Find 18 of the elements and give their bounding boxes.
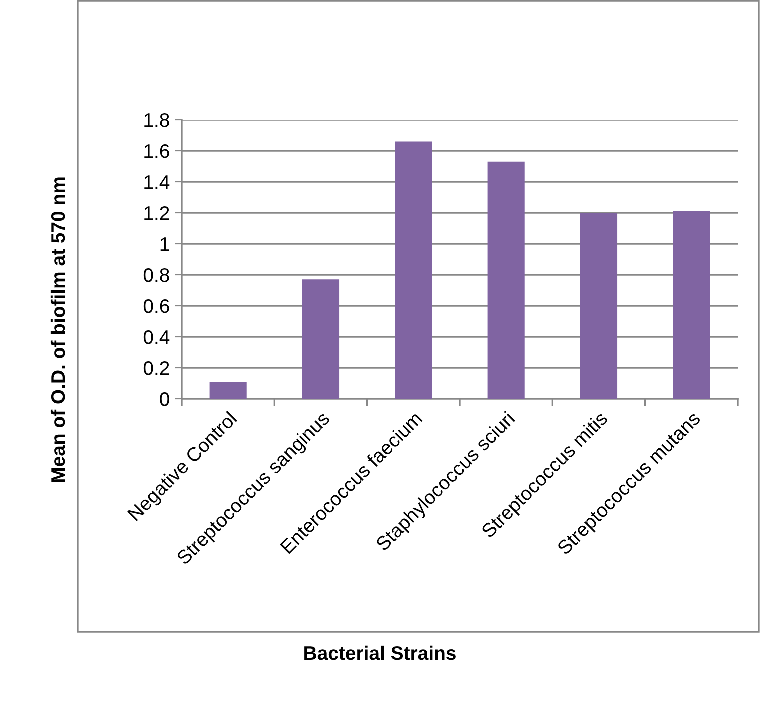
bar [488,162,525,399]
y-tick-label: 0.6 [144,299,170,314]
y-tick-label: 1 [160,238,170,252]
y-tick-label: 1.2 [144,206,170,220]
bar [302,280,340,399]
x-axis-title: Bacterial Strains [304,646,456,660]
y-tick-label: 1.6 [144,144,170,158]
bar [673,211,710,399]
y-tick-label: 1.8 [144,113,170,128]
y-tick-label: 0.8 [144,268,170,282]
y-tick-label: 0.4 [144,330,170,344]
bar [395,142,432,399]
y-tick-label: 1.4 [144,176,170,190]
bar [580,213,618,399]
y-tick-label: 0 [160,392,170,406]
y-axis-title: Mean of O.D. of biofilm at 570 nm [50,178,66,482]
y-tick-label: 0.2 [144,361,170,376]
bar [210,382,247,399]
